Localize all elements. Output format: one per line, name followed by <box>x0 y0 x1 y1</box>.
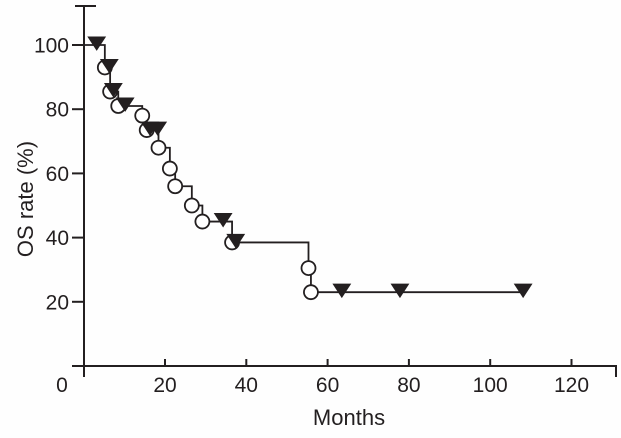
event-marker-circle <box>134 107 151 124</box>
x-axis-title: Months <box>312 405 386 430</box>
y-tick-label: 60 <box>46 163 69 186</box>
censor-marker-triangle <box>390 283 410 299</box>
event-marker-circle <box>194 213 211 230</box>
event-marker-circle <box>161 160 178 177</box>
y-tick-label: 40 <box>46 227 69 250</box>
x-tick-label: 20 <box>153 374 176 397</box>
censor-marker-triangle <box>513 283 533 299</box>
y-tick-label: 20 <box>46 291 69 314</box>
km-step-line <box>83 44 524 294</box>
event-marker-circle <box>300 260 317 276</box>
x-tick-label: 120 <box>554 374 589 397</box>
censor-marker-triangle <box>226 233 246 249</box>
censor-marker-triangle <box>332 283 352 299</box>
censor-marker-triangle <box>148 121 168 136</box>
event-marker-circle <box>303 284 319 301</box>
y-tick-label: 100 <box>34 35 69 58</box>
event-marker-circle <box>167 178 184 195</box>
x-tick-label: 60 <box>316 374 339 397</box>
x-tick-label: 100 <box>473 374 508 397</box>
censor-marker-triangle <box>103 83 123 98</box>
censor-marker-triangle <box>99 58 119 74</box>
x-tick-label: 40 <box>235 374 258 397</box>
event-marker-circle <box>150 139 167 156</box>
censor-marker-triangle <box>115 97 135 112</box>
y-tick-label: 80 <box>46 99 69 122</box>
y-axis-title: OS rate (%) <box>13 140 38 258</box>
censor-marker-triangle <box>213 213 233 228</box>
x-tick-label: 80 <box>397 374 420 397</box>
event-marker-circle <box>183 197 200 214</box>
x-tick-label: 0 <box>56 374 68 397</box>
censor-marker-triangle <box>87 36 107 51</box>
